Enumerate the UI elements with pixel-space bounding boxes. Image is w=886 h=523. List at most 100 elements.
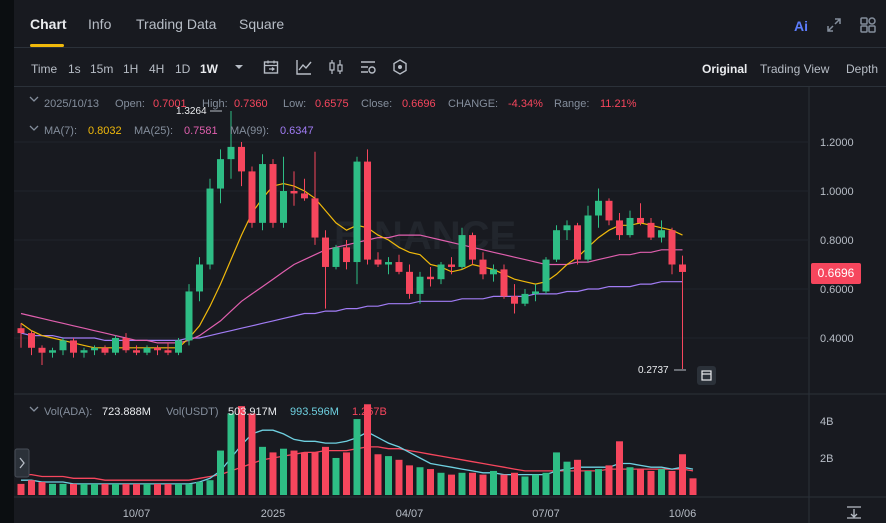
candle[interactable] (206, 178, 214, 270)
candle[interactable] (532, 284, 539, 302)
candle[interactable] (490, 264, 497, 282)
time-axis-label: 10/07 (123, 508, 151, 520)
candle[interactable] (112, 335, 119, 356)
candle[interactable] (301, 178, 308, 201)
candle[interactable] (542, 257, 550, 294)
price-chart[interactable]: BINANCE 2025/10/13 Open: 0.7001 High: 0.… (14, 87, 886, 523)
ai-button[interactable]: Ai (794, 18, 808, 34)
candle[interactable] (658, 220, 665, 243)
candle[interactable] (80, 347, 88, 358)
candle[interactable] (227, 111, 235, 179)
view-depth[interactable]: Depth (846, 62, 879, 76)
candle[interactable] (353, 156, 361, 285)
tab-square[interactable]: Square (239, 16, 285, 32)
candle[interactable] (637, 203, 644, 226)
candle[interactable] (154, 345, 161, 356)
candle[interactable] (269, 159, 277, 228)
candle[interactable] (385, 257, 392, 275)
candle[interactable] (479, 252, 487, 280)
candle[interactable] (311, 151, 319, 245)
candle[interactable] (49, 347, 56, 358)
volume-bar (374, 454, 382, 495)
candle[interactable] (448, 257, 455, 275)
candle[interactable] (574, 222, 581, 265)
candlestick-type-icon[interactable] (327, 58, 345, 76)
candle[interactable] (626, 210, 634, 238)
interval-time[interactable]: Time (31, 62, 58, 76)
view-trading-view[interactable]: Trading View (760, 62, 830, 76)
candle[interactable] (395, 254, 403, 275)
tab-chart[interactable]: Chart (30, 16, 67, 32)
candle[interactable] (416, 271, 424, 304)
candle[interactable] (668, 227, 676, 275)
ma-chevron-icon[interactable] (29, 125, 39, 131)
candle[interactable] (164, 342, 172, 356)
view-original[interactable]: Original (702, 62, 748, 76)
candle[interactable] (133, 345, 140, 356)
interval-dropdown-icon[interactable] (230, 58, 248, 76)
candle[interactable] (458, 227, 466, 270)
candle[interactable] (70, 338, 77, 358)
interval-1s[interactable]: 1s (68, 62, 81, 76)
candle[interactable] (259, 154, 266, 231)
candle[interactable] (500, 264, 508, 299)
layout-grid-icon[interactable] (859, 16, 877, 34)
candle[interactable] (364, 149, 371, 265)
candle[interactable] (101, 345, 109, 356)
candle[interactable] (17, 323, 25, 348)
candle[interactable] (647, 217, 655, 240)
candle[interactable] (248, 166, 256, 228)
volume-bar (364, 404, 371, 495)
candle[interactable] (427, 266, 434, 287)
candle[interactable] (28, 330, 35, 356)
interval-15m[interactable]: 15m (90, 62, 114, 76)
expand-icon[interactable] (825, 16, 843, 34)
candle[interactable] (290, 171, 298, 206)
interval-1d[interactable]: 1D (175, 62, 191, 76)
candle[interactable] (175, 338, 182, 356)
candle[interactable] (584, 205, 592, 263)
candle[interactable] (679, 255, 686, 369)
candle[interactable] (332, 244, 340, 270)
collapse-chevron-icon[interactable] (29, 96, 39, 102)
volume-bar (28, 480, 35, 495)
candle[interactable] (122, 333, 130, 353)
candle[interactable] (238, 142, 245, 187)
candle[interactable] (469, 232, 476, 265)
drawing-tools-icon[interactable] (391, 58, 409, 76)
candle[interactable] (595, 188, 602, 228)
candle[interactable] (38, 345, 46, 365)
candle[interactable] (91, 345, 98, 356)
candle[interactable] (511, 284, 518, 314)
candle[interactable] (605, 198, 613, 226)
volume-bar (91, 483, 98, 495)
indicator-icon[interactable] (295, 58, 313, 76)
expand-left-handle[interactable] (14, 448, 30, 478)
candle[interactable] (143, 345, 151, 356)
scroll-to-latest-icon[interactable] (847, 506, 861, 519)
candle[interactable] (322, 230, 329, 309)
interval-1h[interactable]: 1H (123, 62, 139, 76)
candle[interactable] (406, 264, 413, 299)
candle[interactable] (553, 225, 560, 263)
candle[interactable] (185, 284, 193, 346)
calendar-event-icon[interactable] (697, 366, 716, 385)
candle[interactable] (217, 149, 224, 204)
candle[interactable] (196, 257, 203, 302)
interval-1w[interactable]: 1W (200, 62, 218, 76)
candle[interactable] (521, 289, 529, 307)
candle[interactable] (563, 220, 571, 240)
candle[interactable] (374, 252, 382, 267)
candle[interactable] (343, 240, 350, 270)
interval-4h[interactable]: 4H (149, 62, 165, 76)
calendar-icon[interactable] (262, 58, 280, 76)
candle[interactable] (437, 262, 445, 285)
candle[interactable] (59, 338, 67, 356)
volume-bar (395, 459, 403, 495)
tab-trading-data[interactable]: Trading Data (136, 16, 217, 32)
candle[interactable] (616, 213, 623, 240)
tab-info[interactable]: Info (88, 16, 112, 32)
candle[interactable] (280, 156, 287, 228)
vol-chevron-icon[interactable] (29, 406, 39, 412)
chart-settings-icon[interactable] (359, 58, 377, 76)
